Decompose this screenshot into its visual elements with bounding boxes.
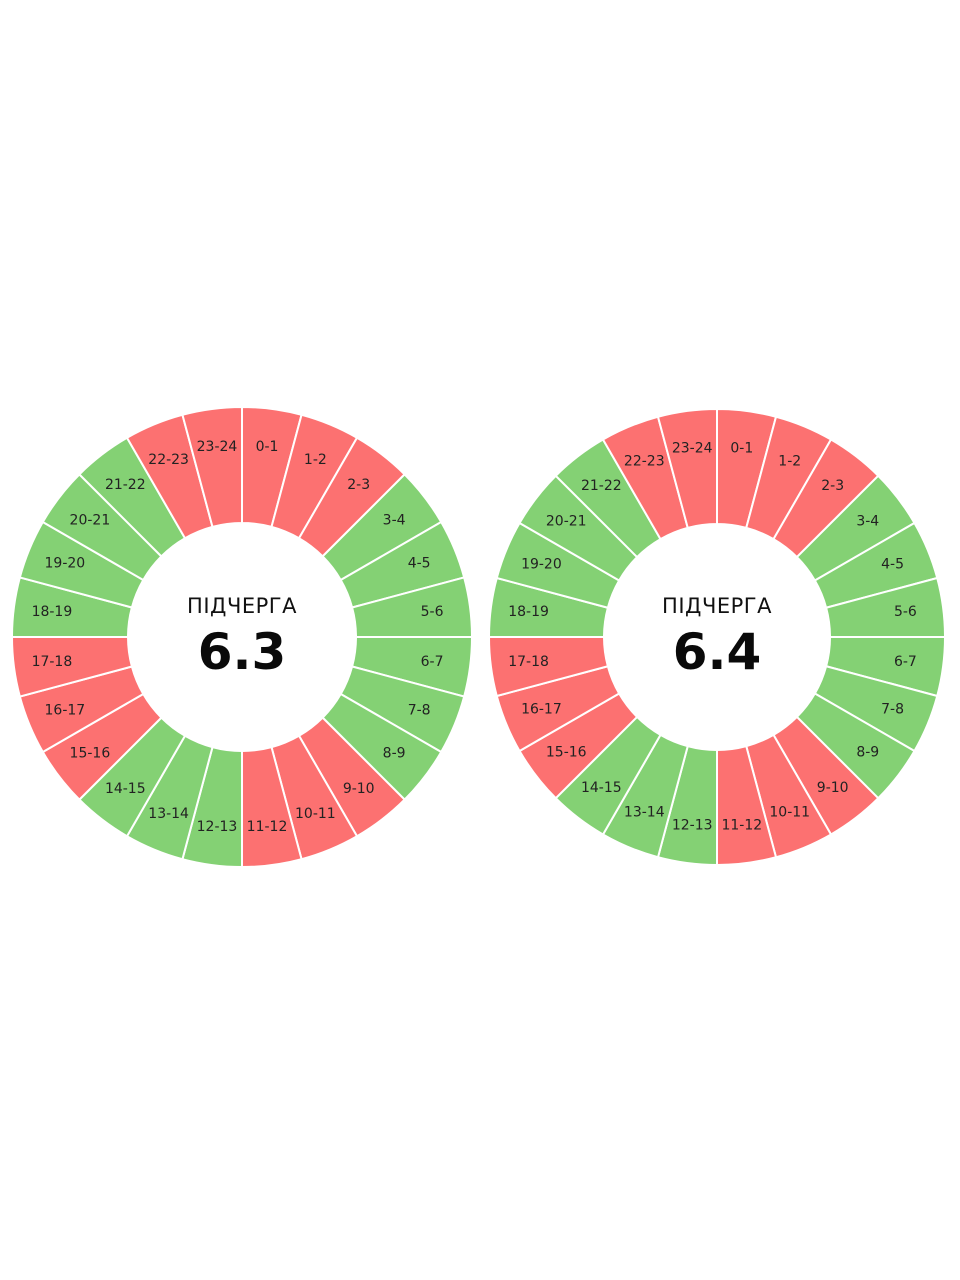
segment-label: 5-6 — [894, 604, 917, 620]
segment-label: 12-13 — [197, 819, 238, 835]
segment-label: 10-11 — [295, 806, 336, 822]
segment-label: 5-6 — [421, 604, 444, 620]
segment-label: 13-14 — [624, 805, 665, 821]
segment-label: 20-21 — [546, 513, 587, 529]
segment-label: 19-20 — [45, 556, 86, 572]
segment-label: 21-22 — [581, 478, 622, 494]
segment-label: 17-18 — [32, 654, 73, 670]
segment-label: 21-22 — [105, 477, 146, 493]
segment-label: 8-9 — [856, 745, 879, 761]
donut-chart-6-3: 0-1 1-2 2-3 3-4 4-5 5-6 6-7 7-8 8-9 9-10 10-11 11-1… — [11, 406, 473, 868]
segment-label: 12-13 — [672, 817, 713, 833]
segment-label: 3-4 — [856, 513, 879, 529]
segment-label: 16-17 — [521, 702, 562, 718]
segment-label: 17-18 — [508, 654, 549, 670]
segment-label: 11-12 — [721, 817, 762, 833]
segment-label: 10-11 — [769, 805, 810, 821]
segment-label: 4-5 — [408, 556, 431, 572]
segment-label: 8-9 — [383, 746, 406, 762]
segment-label: 1-2 — [778, 453, 801, 469]
segment-label: 15-16 — [70, 746, 111, 762]
segment-label: 15-16 — [546, 745, 587, 761]
segment-label: 18-19 — [508, 604, 549, 620]
segment-label: 9-10 — [343, 781, 375, 797]
segment-label: 16-17 — [45, 702, 86, 718]
center-title: ПІДЧЕРГА — [662, 594, 772, 618]
segment-label: 20-21 — [70, 512, 111, 528]
donut-labels: 0-1 1-2 2-3 3-4 4-5 5-6 6-7 7-8 8-9 9-10 10-11 11-1… — [32, 439, 444, 835]
donut-segments — [11, 406, 473, 868]
segment-23-24 — [181, 406, 243, 528]
segment-label: 6-7 — [421, 654, 444, 670]
segment-label: 0-1 — [256, 439, 279, 455]
center-title: ПІДЧЕРГА — [187, 594, 297, 618]
segment-label: 1-2 — [304, 452, 327, 468]
segment-label: 23-24 — [672, 441, 713, 457]
segment-label: 14-15 — [105, 781, 146, 797]
segment-label: 18-19 — [32, 604, 73, 620]
segment-label: 7-8 — [881, 702, 904, 718]
donut-labels: 0-1 1-2 2-3 3-4 4-5 5-6 6-7 7-8 8-9 9-10 10-11 11-1… — [508, 441, 917, 834]
segment-label: 19-20 — [521, 556, 562, 572]
segment-label: 22-23 — [624, 453, 665, 469]
center-value: 6.3 — [198, 623, 287, 681]
segment-23-24 — [656, 408, 718, 529]
center-value: 6.4 — [673, 623, 762, 681]
donut-chart-6-4: 0-1 1-2 2-3 3-4 4-5 5-6 6-7 7-8 8-9 9-10 10-11 11-1… — [488, 408, 946, 866]
segment-label: 6-7 — [894, 654, 917, 670]
segment-label: 3-4 — [383, 512, 406, 528]
segment-label: 23-24 — [197, 439, 238, 455]
segment-label: 2-3 — [347, 477, 370, 493]
segment-label: 7-8 — [408, 702, 431, 718]
segment-label: 11-12 — [247, 819, 288, 835]
segment-label: 4-5 — [881, 556, 904, 572]
segment-label: 9-10 — [817, 780, 849, 796]
segment-label: 2-3 — [821, 478, 844, 494]
segment-label: 0-1 — [730, 441, 753, 457]
segment-label: 22-23 — [148, 452, 189, 468]
segment-label: 13-14 — [148, 806, 189, 822]
segment-label: 14-15 — [581, 780, 622, 796]
donut-segments — [488, 408, 946, 866]
